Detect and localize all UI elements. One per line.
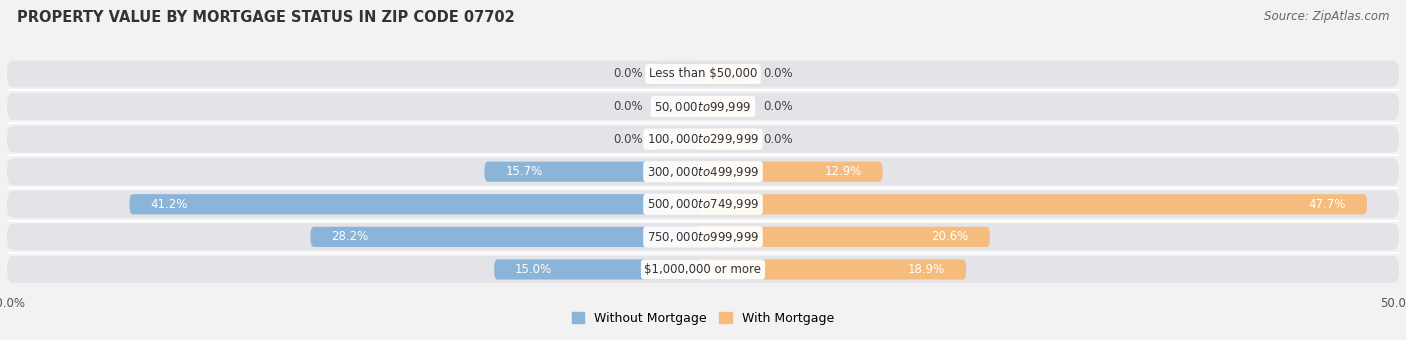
Text: 0.0%: 0.0% — [763, 100, 793, 113]
Text: $100,000 to $299,999: $100,000 to $299,999 — [647, 132, 759, 146]
Text: PROPERTY VALUE BY MORTGAGE STATUS IN ZIP CODE 07702: PROPERTY VALUE BY MORTGAGE STATUS IN ZIP… — [17, 10, 515, 25]
FancyBboxPatch shape — [654, 129, 703, 149]
Legend: Without Mortgage, With Mortgage: Without Mortgage, With Mortgage — [572, 312, 834, 325]
Text: $500,000 to $749,999: $500,000 to $749,999 — [647, 197, 759, 211]
FancyBboxPatch shape — [703, 129, 752, 149]
Text: 0.0%: 0.0% — [613, 133, 643, 146]
Text: Less than $50,000: Less than $50,000 — [648, 67, 758, 81]
Text: 20.6%: 20.6% — [932, 231, 969, 243]
Text: 18.9%: 18.9% — [908, 263, 945, 276]
FancyBboxPatch shape — [7, 158, 1399, 185]
FancyBboxPatch shape — [703, 227, 990, 247]
Text: 41.2%: 41.2% — [150, 198, 188, 211]
FancyBboxPatch shape — [703, 194, 1367, 215]
FancyBboxPatch shape — [703, 259, 966, 279]
FancyBboxPatch shape — [654, 97, 703, 117]
FancyBboxPatch shape — [129, 194, 703, 215]
Text: $300,000 to $499,999: $300,000 to $499,999 — [647, 165, 759, 179]
FancyBboxPatch shape — [7, 223, 1399, 250]
Text: 15.7%: 15.7% — [505, 165, 543, 178]
Text: 47.7%: 47.7% — [1309, 198, 1346, 211]
Text: 0.0%: 0.0% — [763, 133, 793, 146]
FancyBboxPatch shape — [7, 126, 1399, 152]
FancyBboxPatch shape — [485, 162, 703, 182]
FancyBboxPatch shape — [7, 191, 1399, 218]
FancyBboxPatch shape — [7, 61, 1399, 87]
FancyBboxPatch shape — [495, 259, 703, 279]
Text: 28.2%: 28.2% — [332, 231, 368, 243]
Text: 0.0%: 0.0% — [763, 67, 793, 81]
Text: 12.9%: 12.9% — [824, 165, 862, 178]
FancyBboxPatch shape — [703, 162, 883, 182]
Text: 15.0%: 15.0% — [515, 263, 553, 276]
Text: $750,000 to $999,999: $750,000 to $999,999 — [647, 230, 759, 244]
FancyBboxPatch shape — [7, 256, 1399, 283]
FancyBboxPatch shape — [703, 97, 752, 117]
FancyBboxPatch shape — [7, 93, 1399, 120]
FancyBboxPatch shape — [654, 64, 703, 84]
FancyBboxPatch shape — [703, 64, 752, 84]
Text: $50,000 to $99,999: $50,000 to $99,999 — [654, 100, 752, 114]
FancyBboxPatch shape — [311, 227, 703, 247]
Text: 0.0%: 0.0% — [613, 67, 643, 81]
Text: 0.0%: 0.0% — [613, 100, 643, 113]
Text: $1,000,000 or more: $1,000,000 or more — [644, 263, 762, 276]
Text: Source: ZipAtlas.com: Source: ZipAtlas.com — [1264, 10, 1389, 23]
